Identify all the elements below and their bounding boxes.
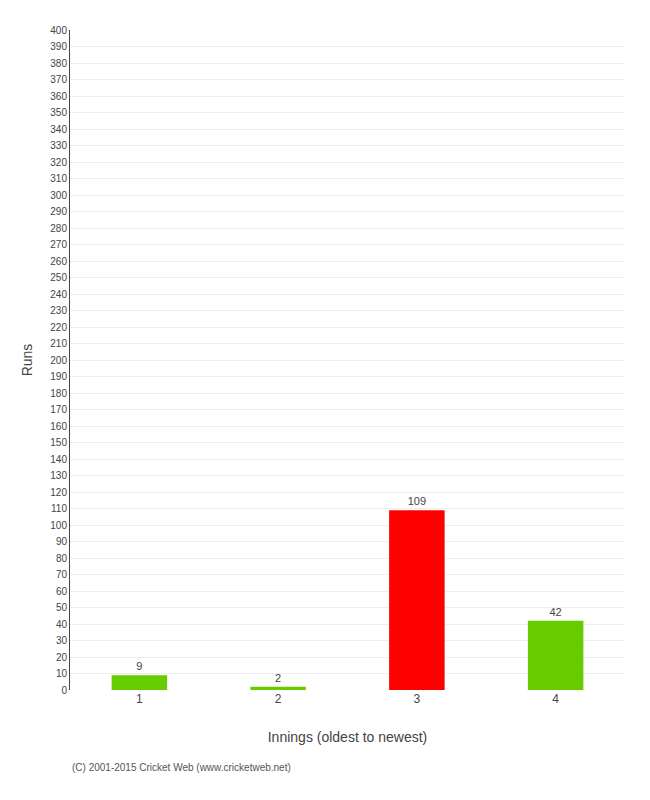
svg-text:20: 20 (56, 652, 68, 663)
svg-text:4: 4 (552, 692, 559, 706)
svg-text:50: 50 (56, 602, 68, 613)
svg-text:380: 380 (50, 58, 67, 69)
svg-text:42: 42 (550, 606, 562, 618)
svg-text:360: 360 (50, 91, 67, 102)
svg-text:310: 310 (50, 173, 67, 184)
svg-text:90: 90 (56, 536, 68, 547)
svg-text:390: 390 (50, 41, 67, 52)
svg-text:0: 0 (61, 685, 67, 696)
svg-text:340: 340 (50, 124, 67, 135)
svg-text:140: 140 (50, 454, 67, 465)
svg-text:60: 60 (56, 586, 68, 597)
svg-text:180: 180 (50, 388, 67, 399)
svg-text:1: 1 (136, 692, 143, 706)
svg-text:2: 2 (275, 672, 281, 684)
svg-text:230: 230 (50, 305, 67, 316)
svg-text:2: 2 (275, 692, 282, 706)
svg-text:300: 300 (50, 190, 67, 201)
svg-text:370: 370 (50, 74, 67, 85)
svg-text:120: 120 (50, 487, 67, 498)
svg-text:280: 280 (50, 223, 67, 234)
svg-text:30: 30 (56, 635, 68, 646)
svg-text:210: 210 (50, 338, 67, 349)
svg-text:80: 80 (56, 553, 68, 564)
svg-text:200: 200 (50, 355, 67, 366)
svg-text:160: 160 (50, 421, 67, 432)
svg-text:400: 400 (50, 25, 67, 36)
svg-text:10: 10 (56, 668, 68, 679)
svg-text:100: 100 (50, 520, 67, 531)
svg-text:270: 270 (50, 239, 67, 250)
svg-text:Runs: Runs (19, 344, 35, 377)
svg-text:40: 40 (56, 619, 68, 630)
svg-text:190: 190 (50, 371, 67, 382)
svg-text:(C) 2001-2015 Cricket Web (www: (C) 2001-2015 Cricket Web (www.cricketwe… (72, 762, 291, 773)
svg-text:130: 130 (50, 470, 67, 481)
svg-text:330: 330 (50, 140, 67, 151)
svg-text:170: 170 (50, 404, 67, 415)
svg-text:3: 3 (414, 692, 421, 706)
svg-text:Innings (oldest to newest): Innings (oldest to newest) (268, 729, 428, 745)
svg-text:250: 250 (50, 272, 67, 283)
svg-text:260: 260 (50, 256, 67, 267)
svg-text:320: 320 (50, 157, 67, 168)
svg-text:150: 150 (50, 437, 67, 448)
svg-text:110: 110 (51, 503, 67, 514)
svg-text:70: 70 (56, 569, 68, 580)
svg-text:350: 350 (50, 107, 67, 118)
svg-text:290: 290 (50, 206, 67, 217)
svg-text:220: 220 (50, 322, 67, 333)
svg-text:109: 109 (408, 495, 426, 507)
svg-text:240: 240 (50, 289, 67, 300)
svg-text:9: 9 (136, 660, 142, 672)
